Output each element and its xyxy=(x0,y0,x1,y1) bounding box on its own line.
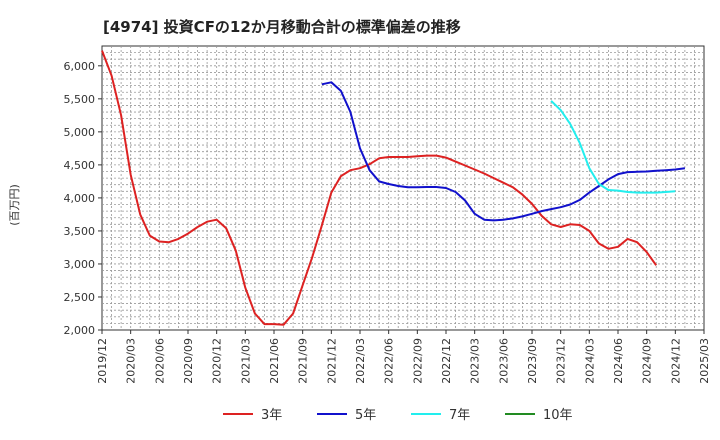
series-line-1 xyxy=(321,81,686,222)
x-tick-label: 2022/06 xyxy=(383,338,396,384)
x-tick-label: 2022/09 xyxy=(411,338,424,384)
legend-label-2: 7年 xyxy=(449,408,470,423)
y-tick-label: 4,000 xyxy=(64,192,96,205)
x-tick-label: 2021/03 xyxy=(239,338,252,384)
x-tick-label: 2020/06 xyxy=(153,338,166,384)
chart-title: [4974] 投資CFの12か月移動合計の標準偏差の推移 xyxy=(103,18,461,36)
y-tick-label: 4,500 xyxy=(64,159,96,172)
x-tick-label: 2024/12 xyxy=(669,338,682,384)
x-tick-label: 2021/12 xyxy=(325,338,338,384)
plot-area xyxy=(101,45,705,331)
y-tick-label: 5,000 xyxy=(64,126,96,139)
y-axis-label: (百万円) xyxy=(8,184,21,226)
x-tick-label: 2024/03 xyxy=(583,338,596,384)
x-tick-label: 2021/09 xyxy=(297,338,310,384)
x-tick-label: 2021/06 xyxy=(268,338,281,384)
x-tick-label: 2024/09 xyxy=(641,338,654,384)
y-tick-label: 3,000 xyxy=(64,258,96,271)
x-tick-label: 2025/03 xyxy=(698,338,711,384)
series-line-0 xyxy=(101,50,658,326)
x-tick-label: 2020/12 xyxy=(211,338,224,384)
y-tick-label: 5,500 xyxy=(64,93,96,106)
x-tick-label: 2022/03 xyxy=(354,338,367,384)
y-tick-label: 2,000 xyxy=(64,324,96,337)
x-axis: 2019/12 2020/03 2020/06 2020/09 2020/12 2021/… xyxy=(96,330,711,384)
x-tick-label: 2023/06 xyxy=(497,338,510,384)
plot-frame xyxy=(101,45,705,331)
x-tick-label: 2023/03 xyxy=(469,338,482,384)
x-tick-label: 2024/06 xyxy=(612,338,625,384)
x-tick-label: 2023/09 xyxy=(526,338,539,384)
x-tick-label: 2020/03 xyxy=(125,338,138,384)
x-tick-label: 2022/12 xyxy=(440,338,453,384)
legend-label-0: 3年 xyxy=(261,408,282,423)
series-line-2 xyxy=(550,100,676,194)
y-tick-label: 6,000 xyxy=(64,60,96,73)
y-tick-label: 3,500 xyxy=(64,225,96,238)
x-tick-label: 2019/12 xyxy=(96,338,109,384)
x-tick-label: 2023/12 xyxy=(555,338,568,384)
y-tick-label: 2,500 xyxy=(64,291,96,304)
legend-label-1: 5年 xyxy=(355,408,376,423)
x-tick-label: 2020/09 xyxy=(182,338,195,384)
series-lines xyxy=(101,50,686,326)
legend: 3年 5年 7年 10年 xyxy=(223,408,573,423)
legend-label-3: 10年 xyxy=(543,408,573,423)
y-axis: 2,000 2,500 3,000 3,500 4,000 4,500 5,000 5,500… xyxy=(64,60,102,337)
